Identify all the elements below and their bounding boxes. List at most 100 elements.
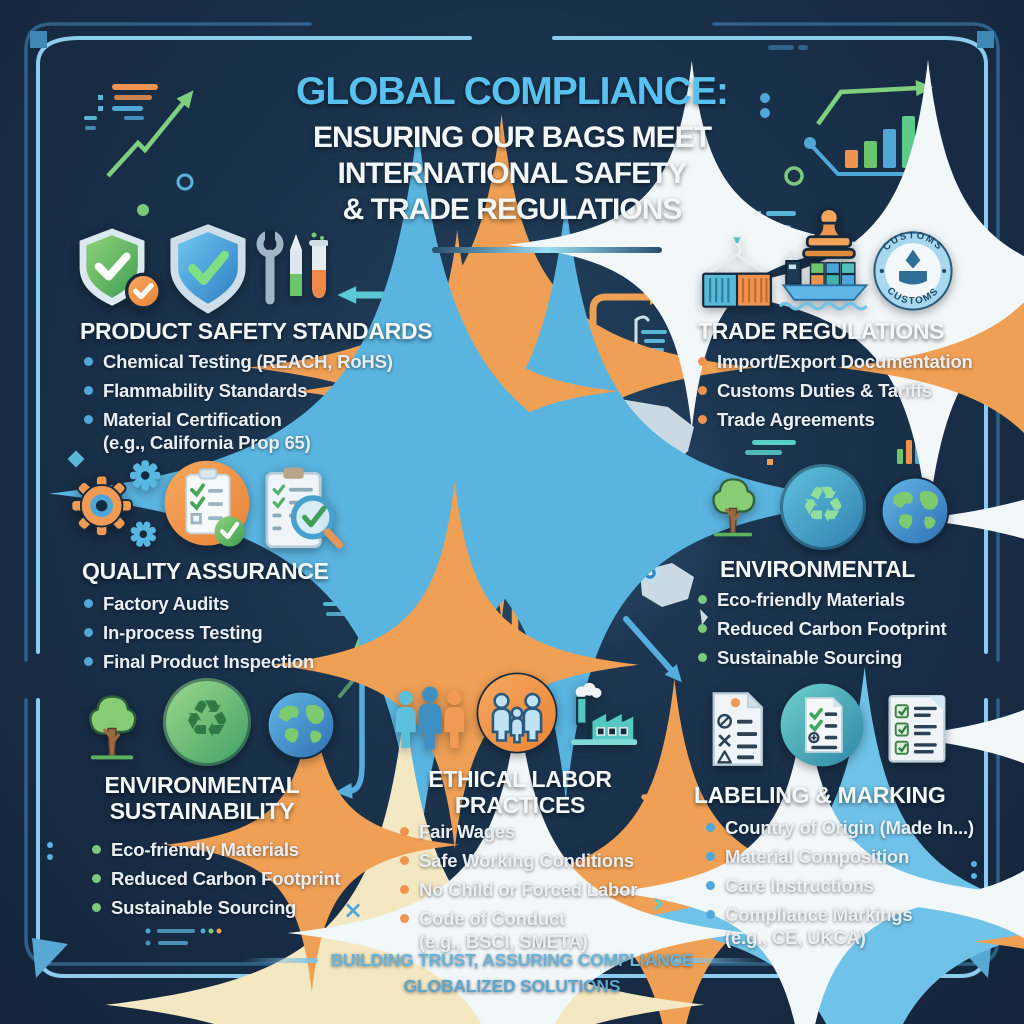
bullet-dot [698, 595, 707, 604]
footer-line-left [244, 958, 318, 963]
footer-line-right [672, 958, 762, 963]
bullet-dot [698, 415, 707, 424]
bullet-dot [698, 357, 707, 366]
bullet-item: Sustainable Sourcing [92, 896, 382, 919]
recycle-glyph: ♻ [800, 476, 846, 534]
page-title: GLOBAL COMPLIANCE: [296, 70, 729, 113]
verified-shield-icon [170, 224, 246, 314]
bullet-dot [84, 657, 93, 666]
bullet-dot [92, 845, 101, 854]
bullet-item: Care Instructions [706, 874, 1006, 897]
bullet-item: Eco-friendly Materials [92, 838, 382, 861]
bullet-dot [400, 914, 409, 923]
bullet-dot [698, 386, 707, 395]
bullet-item: Code of Conduct (e.g., BSCI, SMETA) [400, 907, 670, 953]
bullet-list-labeling-marking: Country of Origin (Made In...) Material C… [706, 816, 1006, 955]
globe-icon [880, 476, 950, 546]
bullet-text: Care Instructions [725, 875, 874, 896]
cargo-container-icon [702, 237, 772, 308]
bullet-dot [698, 653, 707, 662]
bullet-list-quality-assurance: Factory Audits In-process Testing Final Pr… [84, 592, 384, 679]
bullet-dot [706, 881, 715, 890]
bullet-item: Reduced Carbon Footprint [92, 867, 382, 890]
multiply-decoration: × [343, 896, 364, 924]
footer-line2: GLOBALIZED SOLUTIONS [403, 976, 621, 996]
bullet-item: No Child or Forced Labor [400, 878, 670, 901]
bullet-item: Customs Duties & Tariffs [698, 379, 1008, 402]
inspection-magnifier-icon [265, 467, 344, 549]
bullet-text: Factory Audits [103, 593, 230, 614]
frame-top-right [552, 22, 1000, 662]
header: GLOBAL COMPLIANCE: ENSURING OUR BAGS MEE… [0, 70, 1024, 228]
bullet-item: Import/Export Documentation [698, 350, 1008, 373]
section-title-environmental: ENVIRONMENTAL [720, 556, 916, 582]
bullet-text: Material Composition [725, 846, 910, 867]
bullet-text: Safe Working Conditions [419, 850, 635, 871]
section-title-environmental-sustainability: ENVIRONMENTAL SUSTAINABILITY [104, 772, 300, 824]
bullet-item: Material Composition [706, 845, 1006, 868]
warning-label-icon [712, 691, 764, 766]
bullet-dot [84, 628, 93, 637]
bullet-item: Final Product Inspection [84, 650, 384, 673]
gears-icon [70, 460, 161, 547]
bullet-text: Chemical Testing (REACH, RoHS) [103, 351, 393, 372]
section-title-ethical-labor: ETHICAL LABOR PRACTICES [428, 766, 612, 818]
bullet-text: Eco-friendly Materials [111, 839, 299, 860]
family-icon [476, 672, 558, 754]
section-title-labeling-marking: LABELING & MARKING [694, 782, 946, 808]
bullet-item: Trade Agreements [698, 408, 1008, 431]
factory-icon [571, 682, 638, 745]
bullet-list-product-safety: Chemical Testing (REACH, RoHS) Flammabili… [84, 350, 434, 460]
checklist-document-icon [888, 694, 946, 763]
bullet-dot [92, 903, 101, 912]
footer-line1: BUILDING TRUST, ASSURING COMPLIANCE [330, 950, 694, 970]
bullet-text: Sustainable Sourcing [717, 647, 903, 668]
bullet-dot [706, 910, 715, 919]
bullet-item: Sustainable Sourcing [698, 646, 998, 669]
bullet-dot [84, 415, 93, 424]
trend-arrow-decoration [84, 84, 194, 216]
bullet-text: No Child or Forced Labor [419, 879, 638, 900]
bullet-text: Fair Wages [419, 821, 516, 842]
shield-check-icon [79, 228, 162, 310]
cargo-ship-icon [778, 250, 869, 311]
bullet-list-environmental: Eco-friendly Materials Reduced Carbon Foo… [698, 588, 998, 675]
bullet-dot [706, 823, 715, 832]
bullet-item: Safe Working Conditions [400, 849, 670, 872]
workers-icon [395, 686, 465, 750]
bullet-text: Reduced Carbon Footprint [717, 618, 947, 639]
page-subtitle: ENSURING OUR BAGS MEET INTERNATIONAL SAF… [312, 121, 712, 226]
bullet-text: Trade Agreements [717, 409, 875, 430]
title-divider [432, 247, 662, 253]
certified-document-icon [780, 683, 864, 767]
audit-clipboard-icon [164, 460, 250, 547]
bullet-dot [698, 624, 707, 633]
section-title-quality-assurance: QUALITY ASSURANCE [82, 558, 329, 584]
bullet-text: Import/Export Documentation [717, 351, 973, 372]
recycle-glyph: ♻ [183, 690, 231, 750]
bullet-item: Compliance Markings (e.g., CE, UKCA) [706, 903, 1006, 949]
bullet-item: Fair Wages [400, 820, 670, 843]
recycle-icon: ♻ [163, 678, 251, 766]
recycle-icon: ♻ [780, 464, 866, 550]
bullet-item: In-process Testing [84, 621, 384, 644]
section-title-product-safety: PRODUCT SAFETY STANDARDS [80, 318, 433, 344]
bullet-dot [84, 357, 93, 366]
bullet-list-environmental-sustainability: Eco-friendly Materials Reduced Carbon Foo… [92, 838, 382, 925]
bullet-item: Material Certification (e.g., California… [84, 408, 434, 454]
bullet-item: Country of Origin (Made In...) [706, 816, 1006, 839]
bullet-dot [400, 885, 409, 894]
bullet-list-trade-regulations: Import/Export Documentation Customs Dutie… [698, 350, 1008, 437]
bullet-dot [400, 856, 409, 865]
bullet-item: Flammability Standards [84, 379, 434, 402]
bullet-text: Final Product Inspection [103, 651, 315, 672]
bullet-text: Reduced Carbon Footprint [111, 868, 341, 889]
globe-icon [266, 690, 336, 760]
customs-badge-icon: CUSTOMS CUSTOMS [873, 230, 953, 311]
frame-bottom-left [24, 698, 432, 978]
section-title-trade-regulations: TRADE REGULATIONS [698, 318, 945, 344]
testing-tools-icon [256, 230, 328, 305]
bullet-text: Code of Conduct (e.g., BSCI, SMETA) [419, 908, 588, 952]
